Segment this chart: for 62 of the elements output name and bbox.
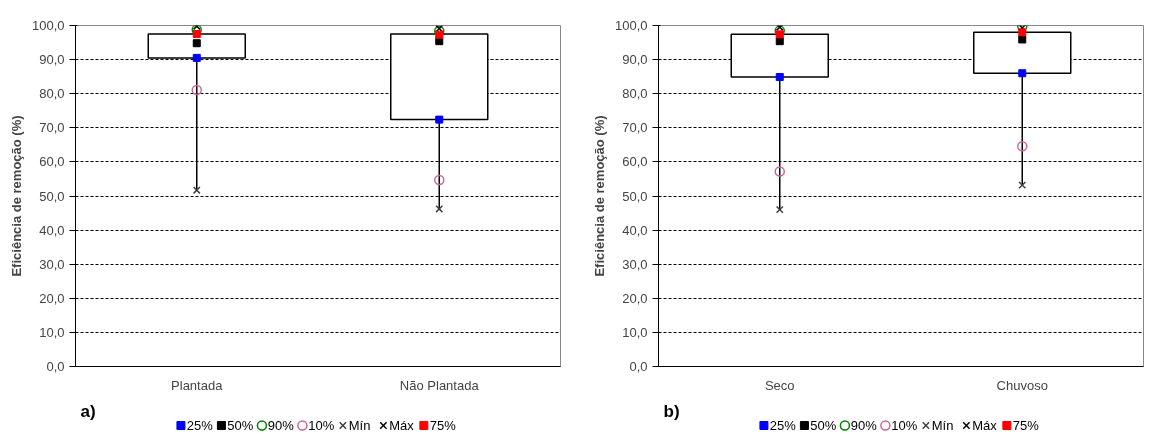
y-tick-label: 20,0 [622,290,648,306]
x-tick-label: Seco [764,377,795,393]
text: a) [80,402,96,421]
legend-label: 25% [186,418,214,433]
point [775,30,784,39]
legend-label: Mín [931,418,954,433]
legend-label: Mín [348,418,371,433]
y-tick-label: 50,0 [39,188,65,204]
y-axis-title: Eficiência de remoção (%) [8,115,24,277]
text: b) [663,402,680,421]
y-tick-label: 90,0 [39,52,65,68]
point [192,186,201,195]
point [774,166,785,177]
point [192,39,201,48]
point [435,30,444,39]
point [191,84,202,96]
x-tick-label: Não Plantada [399,377,480,393]
x-tick-label: Chuvoso [996,377,1048,393]
legend-label: 25% [769,418,797,433]
y-tick-label: 100,0 [31,18,65,33]
point [1018,69,1027,78]
point [435,205,444,213]
point [1018,28,1027,37]
legend-label: 50% [227,418,254,433]
y-tick-label: 80,0 [622,86,648,102]
legend-label: Máx [389,418,415,433]
legend-label: 10% [891,418,918,433]
legend-label: 90% [267,418,295,433]
point [435,25,444,33]
y-axis-title: Eficiência de remoção (%) [591,115,607,277]
x-tick-label: Plantada [171,377,224,393]
y-tick-label: 40,0 [39,222,65,238]
y-tick-label: 30,0 [39,256,65,272]
point [192,30,201,39]
y-tick-label: 100,0 [614,18,648,33]
y-tick-label: 0,0 [629,359,648,374]
legend-label: 75% [429,418,457,433]
y-tick-label: 60,0 [39,154,65,170]
legend-label: Máx [972,418,998,433]
y-tick-label: 30,0 [622,256,648,272]
y-tick-label: 10,0 [39,324,65,340]
y-tick-label: 70,0 [39,120,65,136]
point [434,174,445,186]
point [1017,140,1028,152]
y-tick-label: 50,0 [622,188,648,204]
legend-label: 90% [850,418,878,433]
y-tick-label: 20,0 [39,290,65,306]
point [1018,35,1027,44]
y-tick-label: 80,0 [39,86,65,102]
y-tick-label: 10,0 [622,324,648,340]
point [192,53,201,62]
legend-label: 75% [1012,418,1040,433]
legend-label: 10% [308,418,335,433]
y-tick-label: 40,0 [622,222,648,238]
y-tick-label: 90,0 [622,52,648,68]
point [1018,181,1027,190]
point [435,115,444,124]
y-tick-label: 70,0 [622,120,648,136]
legend-label: 50% [810,418,837,433]
y-tick-label: 60,0 [622,154,648,170]
y-tick-label: 0,0 [46,359,65,374]
point [775,72,784,81]
